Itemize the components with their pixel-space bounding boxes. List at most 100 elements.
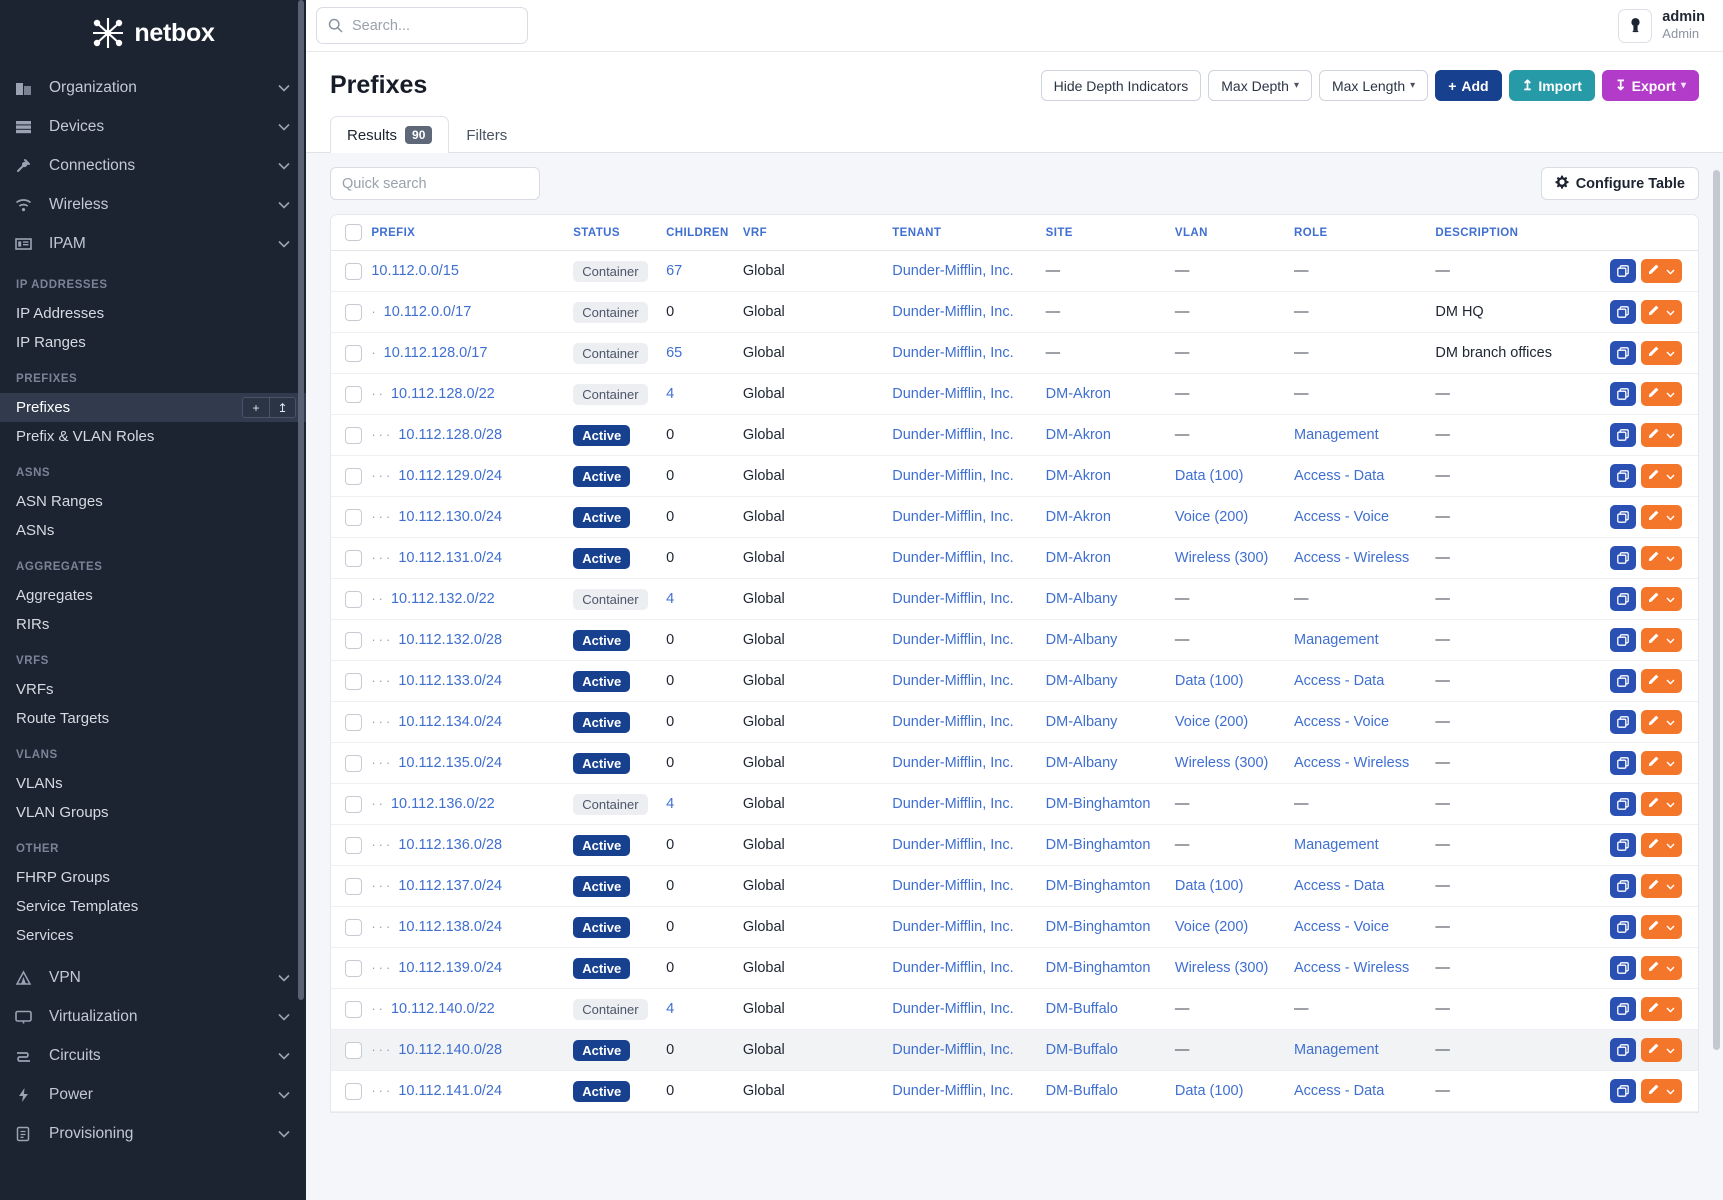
nav-item-provisioning[interactable]: Provisioning: [0, 1114, 306, 1153]
edit-button[interactable]: [1641, 956, 1682, 980]
chevron-down-icon[interactable]: [1666, 509, 1675, 525]
chevron-down-icon[interactable]: [1666, 550, 1675, 566]
prefix-link[interactable]: 10.112.137.0/24: [398, 878, 503, 894]
site-link[interactable]: DM-Akron: [1045, 386, 1111, 402]
table-row[interactable]: ··· 10.112.135.0/24 Active 0 Global Dunder-Mi…: [331, 742, 1698, 784]
vlan-link[interactable]: Data (100): [1174, 468, 1244, 484]
children-count[interactable]: 67: [666, 263, 683, 279]
site-link[interactable]: DM-Albany: [1045, 591, 1118, 607]
main-scrollbar[interactable]: [1713, 170, 1720, 1050]
prefix-link[interactable]: 10.112.136.0/22: [390, 796, 495, 812]
tenant-link[interactable]: Dunder-Mifflin, Inc.: [892, 263, 1014, 279]
table-row[interactable]: · 10.112.128.0/17 Container 65 Global Dunder-…: [331, 332, 1698, 374]
chevron-down-icon[interactable]: [1666, 632, 1675, 648]
sidebar-item-route-targets[interactable]: Route Targets: [0, 704, 306, 733]
tenant-link[interactable]: Dunder-Mifflin, Inc.: [892, 1042, 1014, 1058]
add-prefix-button[interactable]: +: [242, 397, 269, 418]
table-row[interactable]: ··· 10.112.137.0/24 Active 0 Global Dunder-Mi…: [331, 865, 1698, 907]
tenant-link[interactable]: Dunder-Mifflin, Inc.: [892, 1001, 1014, 1017]
tenant-link[interactable]: Dunder-Mifflin, Inc.: [892, 427, 1014, 443]
copy-icon[interactable]: [1610, 464, 1636, 488]
user-avatar-icon[interactable]: [1618, 8, 1653, 43]
sidebar-item-fhrp-groups[interactable]: FHRP Groups: [0, 863, 306, 892]
edit-button[interactable]: [1641, 915, 1682, 939]
table-row[interactable]: ··· 10.112.139.0/24 Active 0 Global Dunder-Mi…: [331, 947, 1698, 989]
chevron-down-icon[interactable]: [1666, 673, 1675, 689]
edit-button[interactable]: [1641, 505, 1682, 529]
chevron-down-icon[interactable]: [1666, 714, 1675, 730]
sidebar-item-rirs[interactable]: RIRs: [0, 610, 306, 639]
copy-icon[interactable]: [1610, 259, 1636, 283]
role-link[interactable]: Access - Voice: [1294, 509, 1390, 525]
table-row[interactable]: ·· 10.112.136.0/22 Container 4 Global Dunder-…: [331, 783, 1698, 825]
prefix-link[interactable]: 10.112.131.0/24: [398, 550, 503, 566]
tenant-link[interactable]: Dunder-Mifflin, Inc.: [892, 796, 1014, 812]
copy-icon[interactable]: [1610, 1079, 1636, 1103]
chevron-down-icon[interactable]: [1666, 796, 1675, 812]
prefix-link[interactable]: 10.112.135.0/24: [398, 755, 503, 771]
table-row[interactable]: ·· 10.112.140.0/22 Container 4 Global Dunder-…: [331, 988, 1698, 1030]
row-checkbox[interactable]: [345, 344, 362, 362]
chevron-down-icon[interactable]: [1666, 591, 1675, 607]
vlan-link[interactable]: Wireless (300): [1174, 960, 1269, 976]
nav-item-power[interactable]: Power: [0, 1075, 306, 1114]
row-checkbox[interactable]: [345, 426, 362, 444]
prefix-link[interactable]: 10.112.140.0/28: [398, 1042, 503, 1058]
row-checkbox[interactable]: [345, 754, 362, 772]
nav-item-ipam[interactable]: IPAM: [0, 224, 306, 263]
column-header-role[interactable]: Role: [1288, 215, 1430, 251]
sidebar-item-prefix-vlan-roles[interactable]: Prefix & VLAN Roles: [0, 422, 306, 451]
site-link[interactable]: DM-Binghamton: [1045, 919, 1151, 935]
import-prefix-button[interactable]: ↥: [269, 397, 296, 418]
tenant-link[interactable]: Dunder-Mifflin, Inc.: [892, 591, 1014, 607]
vlan-link[interactable]: Data (100): [1174, 878, 1244, 894]
prefix-link[interactable]: 10.112.134.0/24: [398, 714, 503, 730]
row-checkbox[interactable]: [345, 877, 362, 895]
edit-button[interactable]: [1641, 300, 1682, 324]
max-length-dropdown[interactable]: Max Length ▾: [1318, 70, 1429, 101]
tenant-link[interactable]: Dunder-Mifflin, Inc.: [892, 714, 1014, 730]
copy-icon[interactable]: [1610, 751, 1636, 775]
vlan-link[interactable]: Voice (200): [1174, 714, 1249, 730]
prefix-link[interactable]: 10.112.132.0/28: [398, 632, 503, 648]
nav-item-virtualization[interactable]: Virtualization: [0, 997, 306, 1036]
children-count[interactable]: 4: [666, 591, 675, 607]
tenant-link[interactable]: Dunder-Mifflin, Inc.: [892, 919, 1014, 935]
edit-button[interactable]: [1641, 874, 1682, 898]
sidebar-item-vrfs[interactable]: VRFs: [0, 675, 306, 704]
row-checkbox[interactable]: [345, 959, 362, 977]
table-row[interactable]: ··· 10.112.132.0/28 Active 0 Global Dunder-Mi…: [331, 619, 1698, 661]
prefix-link[interactable]: 10.112.128.0/22: [390, 386, 495, 402]
copy-icon[interactable]: [1610, 669, 1636, 693]
chevron-down-icon[interactable]: [1666, 837, 1675, 853]
row-checkbox[interactable]: [345, 385, 362, 403]
column-header-children[interactable]: Children: [660, 215, 737, 251]
role-link[interactable]: Access - Data: [1294, 878, 1385, 894]
tenant-link[interactable]: Dunder-Mifflin, Inc.: [892, 837, 1014, 853]
tenant-link[interactable]: Dunder-Mifflin, Inc.: [892, 878, 1014, 894]
configure-table-button[interactable]: Configure Table: [1540, 167, 1699, 200]
row-checkbox[interactable]: [345, 672, 362, 690]
tenant-link[interactable]: Dunder-Mifflin, Inc.: [892, 304, 1014, 320]
user-menu[interactable]: admin Admin: [1618, 8, 1713, 43]
edit-button[interactable]: [1641, 587, 1682, 611]
prefix-link[interactable]: 10.112.0.0/17: [383, 304, 472, 320]
edit-button[interactable]: [1641, 546, 1682, 570]
tenant-link[interactable]: Dunder-Mifflin, Inc.: [892, 509, 1014, 525]
tenant-link[interactable]: Dunder-Mifflin, Inc.: [892, 550, 1014, 566]
tenant-link[interactable]: Dunder-Mifflin, Inc.: [892, 755, 1014, 771]
column-header-vrf[interactable]: VRF: [736, 215, 887, 251]
prefix-link[interactable]: 10.112.130.0/24: [398, 509, 503, 525]
prefix-link[interactable]: 10.112.129.0/24: [398, 468, 503, 484]
site-link[interactable]: DM-Buffalo: [1045, 1083, 1118, 1099]
copy-icon[interactable]: [1610, 792, 1636, 816]
copy-icon[interactable]: [1610, 628, 1636, 652]
edit-button[interactable]: [1641, 423, 1682, 447]
table-row[interactable]: ··· 10.112.140.0/28 Active 0 Global Dunder-Mi…: [331, 1029, 1698, 1071]
nav-item-wireless[interactable]: Wireless: [0, 185, 306, 224]
edit-button[interactable]: [1641, 382, 1682, 406]
sidebar-item-asn-ranges[interactable]: ASN Ranges: [0, 487, 306, 516]
sidebar-item-services[interactable]: Services: [0, 921, 306, 950]
chevron-down-icon[interactable]: [1666, 878, 1675, 894]
prefix-link[interactable]: 10.112.138.0/24: [398, 919, 503, 935]
